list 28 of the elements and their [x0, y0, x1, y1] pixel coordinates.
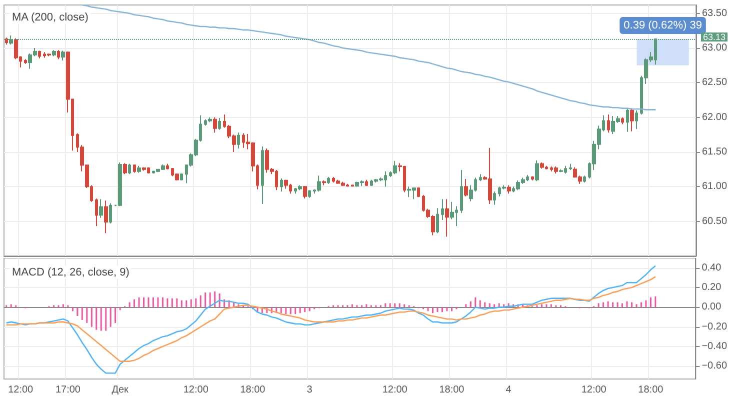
x-tick-label: Дек — [112, 384, 130, 396]
y-tick-label: −0.40 — [702, 341, 728, 352]
annotation: MACD (12, 26, close, 9) — [12, 266, 130, 278]
x-tick-label: 12:00 — [8, 384, 34, 396]
x-tick-label: 18:00 — [638, 384, 664, 396]
y-tick-label: 62.50 — [702, 77, 728, 88]
x-tick-label: 18:00 — [439, 384, 465, 396]
annotation: MA (200, close) — [12, 12, 88, 24]
x-tick-label: 12:00 — [581, 384, 607, 396]
x-tick-label: 4 — [506, 384, 512, 396]
x-tick-label: 18:00 — [240, 384, 266, 396]
y-tick-label: 62.00 — [702, 112, 728, 123]
x-tick-label: 12:00 — [183, 384, 209, 396]
y-tick-label: 0.00 — [702, 302, 722, 313]
y-tick-label: 60.50 — [702, 216, 728, 227]
y-tick-label: 0.20 — [702, 282, 722, 294]
band-label: 0.39 (0.62%) 39 — [624, 19, 702, 32]
y-tick-label: 61.50 — [702, 146, 728, 158]
y-tick-label: −0.60 — [702, 360, 728, 372]
x-tick-label: 17:00 — [55, 384, 81, 396]
y-tick-label: 63.50 — [702, 8, 728, 19]
y-tick-label: −0.20 — [702, 321, 728, 332]
ref-line-label: 63.13 — [702, 32, 726, 42]
x-tick-label: 3 — [306, 384, 313, 396]
y-tick-label: 61.00 — [702, 181, 728, 192]
y-tick-label: 0.40 — [702, 262, 722, 274]
x-tick-label: 12:00 — [382, 384, 408, 396]
y-tick-label: 63.00 — [702, 42, 728, 54]
